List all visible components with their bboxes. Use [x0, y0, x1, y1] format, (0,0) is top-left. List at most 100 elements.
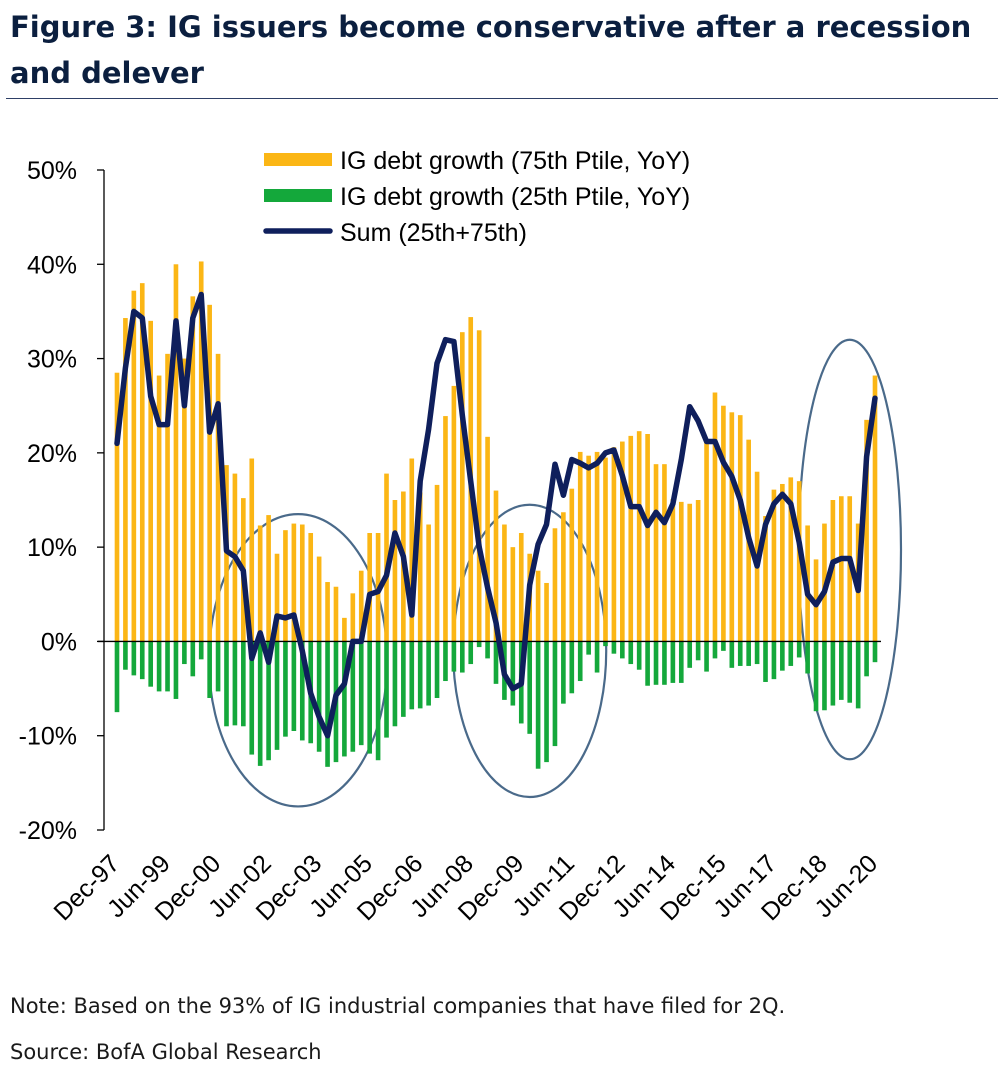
p25-bar: [510, 641, 516, 706]
p75-bar: [737, 415, 743, 642]
p25-bar: [232, 641, 238, 726]
title-divider: [6, 98, 998, 99]
p75-bar: [544, 582, 549, 642]
p25-bar: [434, 641, 440, 698]
p75-bar: [384, 473, 389, 642]
p25-bar: [198, 641, 204, 660]
p25-bar: [131, 641, 137, 676]
p75-bar: [198, 261, 204, 642]
p75-bar: [510, 547, 516, 642]
p25-bar: [325, 641, 330, 767]
p75-bar: [123, 318, 128, 642]
chart: 50%40%30%20%10%0%-10%-20%Dec-97Jun-99Dec…: [19, 147, 903, 926]
p25-bar: [207, 641, 212, 698]
p75-bar: [165, 353, 170, 642]
p25-bar: [316, 641, 322, 752]
p75-bar: [274, 553, 280, 642]
p75-bar: [561, 512, 566, 642]
p75-bar: [502, 524, 507, 642]
p25-bar: [485, 641, 490, 659]
p75-bar: [493, 490, 499, 642]
p75-bar: [796, 481, 802, 642]
p75-bar: [249, 458, 255, 642]
p25-bar: [636, 641, 642, 670]
p25-bar: [156, 641, 162, 692]
y-tick-label: -20%: [19, 817, 77, 845]
source-line: Source: BofA Global Research: [10, 1040, 322, 1064]
p25-bar: [476, 641, 482, 648]
figure-title: Figure 3: IG issuers become conservative…: [10, 10, 972, 90]
p25-bar: [780, 641, 785, 671]
p75-bar: [139, 283, 145, 642]
p75-bar: [628, 435, 634, 642]
p25-bar: [493, 641, 499, 684]
p25-bar: [830, 641, 836, 706]
p25-bar: [283, 641, 288, 737]
p75-bar: [316, 556, 322, 642]
p75-bar: [620, 441, 625, 642]
p25-bar: [645, 641, 650, 686]
p75-bar: [182, 358, 187, 642]
p25-bar: [712, 641, 718, 659]
legend-label: IG debt growth (75th Ptile, YoY): [340, 147, 690, 175]
p25-bar: [586, 641, 591, 655]
p75-bar: [695, 500, 701, 642]
p25-bar-series: [114, 641, 878, 769]
p75-bar: [586, 455, 591, 642]
p75-bar: [156, 375, 162, 642]
p75-bar: [476, 330, 482, 642]
p25-bar: [451, 641, 457, 672]
p75-bar: [358, 570, 364, 642]
p25-bar: [763, 641, 768, 682]
p75-bar: [535, 570, 541, 642]
p75-bar: [569, 488, 575, 642]
p75-bar: [518, 533, 524, 642]
p75-bar: [603, 457, 608, 642]
p25-bar: [468, 641, 474, 665]
p75-bar: [451, 385, 457, 642]
legend-swatch-p25: [264, 189, 332, 202]
p75-bar: [367, 533, 372, 642]
p25-bar: [872, 641, 878, 663]
p75-bar: [721, 405, 726, 642]
p25-bar: [375, 641, 381, 761]
p75-bar: [872, 375, 878, 642]
p25-bar: [737, 641, 743, 666]
p75-bar: [173, 264, 179, 642]
p75-bar: [788, 477, 794, 642]
p75-bar: [459, 332, 465, 642]
p25-bar: [847, 641, 853, 703]
legend-label: Sum (25th+75th): [340, 219, 527, 247]
p25-bar: [342, 641, 347, 757]
p25-bar: [266, 641, 271, 761]
p25-bar: [409, 641, 415, 710]
p25-bar: [527, 641, 533, 734]
p25-bar: [561, 641, 566, 704]
p25-bar: [594, 641, 600, 673]
p75-bar: [342, 617, 347, 642]
p25-bar: [729, 641, 735, 668]
p25-bar: [721, 641, 726, 651]
p25-bar: [687, 641, 693, 668]
p75-bar: [114, 372, 120, 642]
p75-bar: [417, 492, 423, 642]
p25-bar: [771, 641, 777, 680]
p75-bar: [712, 392, 718, 642]
p25-bar: [695, 641, 701, 661]
axes: 50%40%30%20%10%0%-10%-20%Dec-97Jun-99Dec…: [19, 157, 884, 926]
p25-bar: [569, 641, 575, 694]
p75-bar: [257, 525, 263, 642]
p75-bar: [662, 464, 667, 642]
p25-bar: [148, 641, 154, 687]
p75-bar: [308, 533, 314, 642]
p75-bar: [485, 436, 490, 642]
p75-bar: [729, 412, 735, 642]
p75-bar: [392, 500, 398, 642]
p75-bar: [291, 523, 297, 642]
p75-bar: [333, 586, 339, 642]
p25-bar: [552, 641, 558, 747]
p25-bar: [746, 641, 751, 666]
legend: IG debt growth (75th Ptile, YoY) IG debt …: [263, 147, 690, 247]
p25-bar: [855, 641, 861, 709]
p25-bar: [678, 641, 684, 683]
